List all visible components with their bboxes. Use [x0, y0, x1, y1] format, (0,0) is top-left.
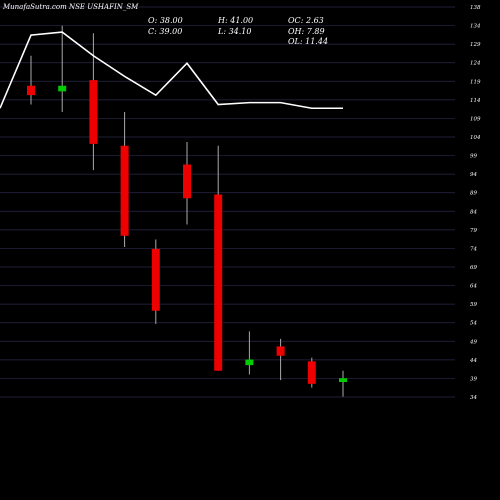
- y-tick-label: 89: [470, 191, 477, 197]
- price-line-path: [0, 31, 343, 110]
- candle-body: [183, 164, 191, 199]
- stat-oh: OH: 7.89: [288, 27, 325, 36]
- candle-body: [307, 361, 316, 384]
- candle: [276, 338, 285, 381]
- y-tick-label: 49: [469, 339, 477, 345]
- stat-ol: OL: 11.44: [288, 37, 328, 46]
- stat-oc: OC: 2.63: [288, 16, 324, 25]
- y-tick-label: 119: [470, 79, 481, 85]
- stat-open: O: 38.00: [148, 16, 183, 25]
- y-tick-label: 104: [470, 135, 481, 141]
- candle: [245, 331, 254, 375]
- y-tick-label: 134: [470, 24, 481, 30]
- candle: [151, 239, 160, 324]
- candle-body: [89, 80, 98, 144]
- candle: [183, 142, 191, 225]
- candle: [27, 55, 35, 105]
- y-tick-label: 79: [470, 228, 477, 234]
- y-tick-label: 114: [470, 98, 481, 104]
- y-tick-label: 59: [470, 302, 477, 308]
- y-tick-label: 74: [470, 246, 477, 252]
- y-tick-label: 124: [470, 61, 481, 67]
- grid-lines: [0, 6, 455, 398]
- stat-high: H: 41.00: [217, 16, 253, 25]
- candle-body: [245, 359, 254, 366]
- y-tick-label: 69: [470, 265, 477, 271]
- candle: [214, 145, 223, 371]
- y-tick-label: 94: [470, 172, 477, 178]
- y-tick-label: 44: [469, 358, 477, 364]
- candle: [339, 370, 347, 397]
- y-tick-label: 138: [470, 5, 481, 11]
- y-axis-ticks: 138 134 129 124 119 114 109 104 99 94 89 84 79 74 69 64…: [469, 5, 481, 401]
- y-tick-label: 84: [470, 209, 477, 215]
- y-tick-label: 109: [470, 116, 481, 122]
- candle-body: [151, 248, 160, 311]
- stat-low: L: 34.10: [217, 27, 251, 36]
- y-tick-label: 54: [470, 321, 477, 327]
- y-tick-label: 39: [470, 376, 477, 382]
- candles: [27, 25, 347, 397]
- y-tick-label: 34: [470, 395, 477, 401]
- y-tick-label: 129: [470, 42, 481, 48]
- price-line: [0, 31, 343, 110]
- chart-title: MunafaSutra.com NSE USHAFIN_SM: [2, 3, 139, 11]
- candle-body: [339, 378, 347, 382]
- y-tick-label: 99: [470, 154, 477, 160]
- candle-body: [58, 85, 67, 92]
- candle-body: [276, 346, 285, 356]
- candle-body: [120, 145, 129, 236]
- candle: [120, 112, 129, 247]
- candle-body: [214, 194, 223, 371]
- y-tick-label: 64: [470, 284, 477, 290]
- candle-body: [27, 85, 35, 96]
- candle: [307, 357, 316, 388]
- stat-close: C: 39.00: [148, 27, 182, 36]
- candle: [58, 25, 67, 112]
